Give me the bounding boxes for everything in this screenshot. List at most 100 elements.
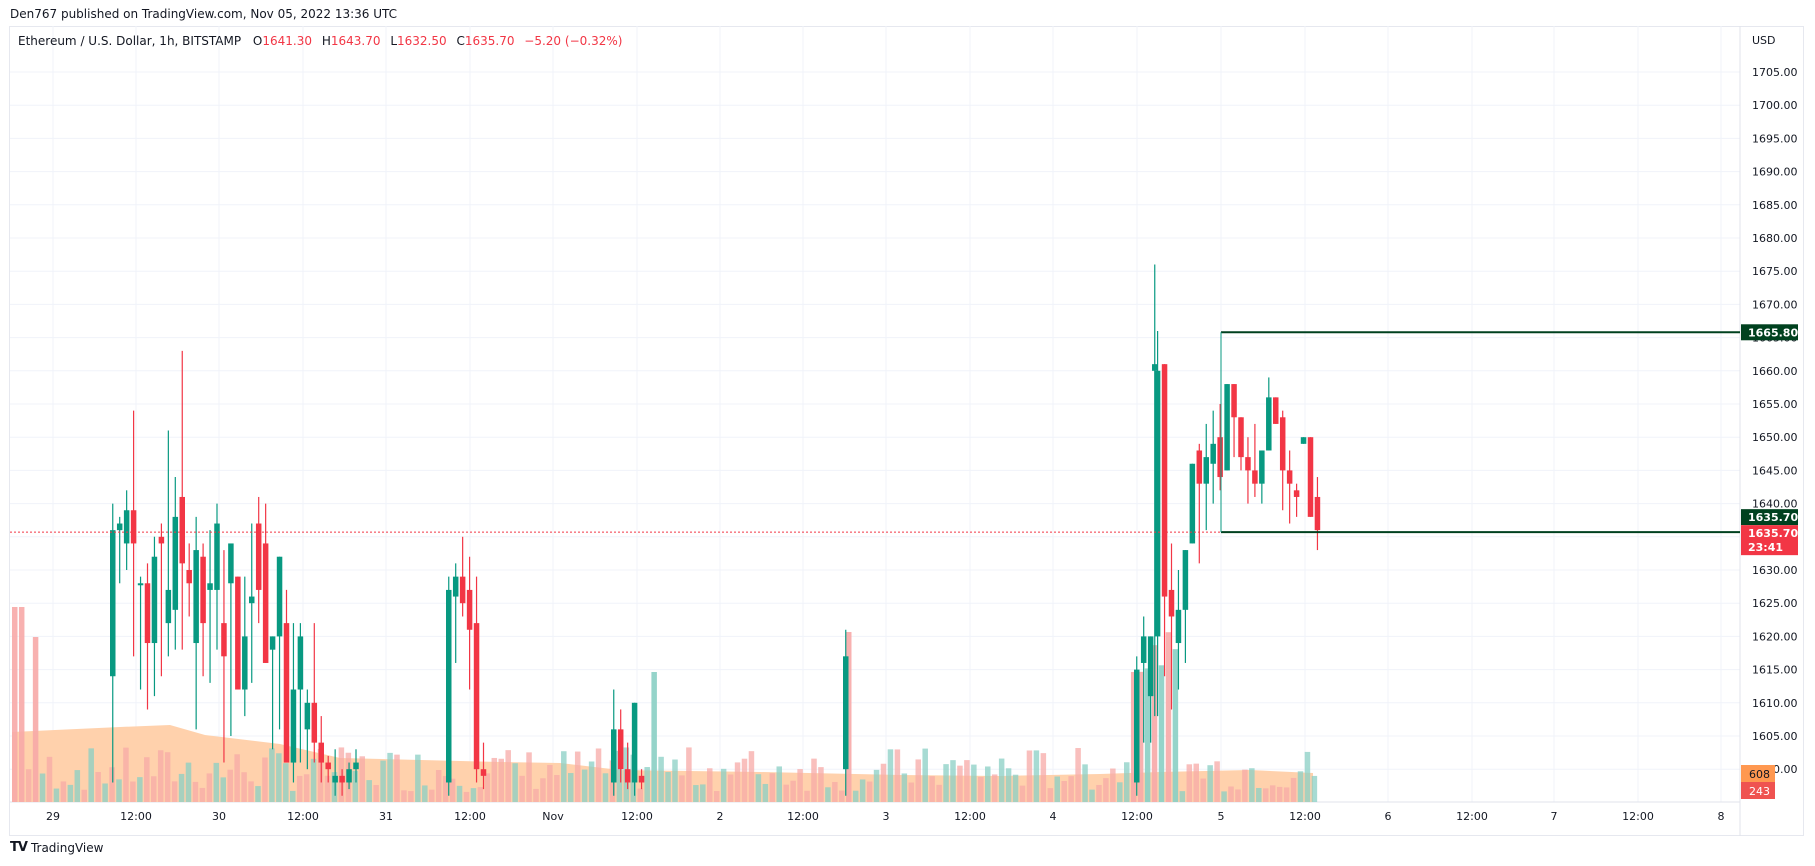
candle-body[interactable] [207,583,213,590]
candle-body[interactable] [1293,490,1300,497]
candle-body[interactable] [235,576,241,690]
candle-body[interactable] [325,762,331,770]
candle-body[interactable] [172,516,179,610]
candle-body[interactable] [638,775,645,783]
candle-body[interactable] [480,769,487,776]
candle-body[interactable] [1217,437,1223,478]
candle-body[interactable] [473,623,480,770]
candle-body[interactable] [116,523,123,531]
candle-body[interactable] [1196,450,1203,484]
candle-body[interactable] [631,702,638,783]
volume-bar [866,781,873,802]
candle-body[interactable] [151,556,158,644]
candle-body[interactable] [214,523,220,590]
candle-body[interactable] [221,623,227,657]
candle-body[interactable] [269,636,276,650]
candle-body[interactable] [137,583,144,586]
candle-body[interactable] [617,729,624,770]
candle-body[interactable] [304,702,311,730]
candle-body[interactable] [193,550,199,644]
volume-bar [1235,789,1241,802]
candle-body[interactable] [466,589,473,630]
candle-body[interactable] [1266,397,1272,451]
volume-bar [1005,768,1012,802]
candle-body[interactable] [1252,470,1258,484]
candle-body[interactable] [1134,669,1140,783]
candle-body[interactable] [843,656,849,770]
candle-body[interactable] [1203,457,1210,484]
candle-body[interactable] [276,556,283,637]
candle-body[interactable] [1189,463,1196,544]
candle-body[interactable] [228,543,234,584]
candle-body[interactable] [179,496,186,564]
candle-body[interactable] [1152,364,1158,371]
volume-bar [1026,750,1033,802]
candle-body[interactable] [255,523,262,590]
volume-bar [394,754,400,802]
candle-body[interactable] [123,510,130,544]
candle-body[interactable] [1279,417,1286,471]
candle-body[interactable] [1147,636,1154,697]
candle-body[interactable] [290,689,297,763]
candle-body[interactable] [1224,384,1230,471]
candle-body[interactable] [353,762,359,770]
candle-body[interactable] [1286,470,1293,484]
candle-body[interactable] [332,775,338,783]
candle-body[interactable] [297,636,304,690]
volume-bar [456,785,463,802]
candle-body[interactable] [242,636,248,690]
candle-body[interactable] [318,742,325,763]
candle-body[interactable] [186,570,192,584]
candle-body[interactable] [1273,397,1279,424]
candle-body[interactable] [283,623,290,763]
candle-body[interactable] [1182,550,1189,610]
volume-bar [74,770,81,802]
candle-body[interactable] [165,589,172,624]
candle-body[interactable] [1210,443,1216,464]
candle-body[interactable] [249,596,255,604]
volume-bar [985,766,991,802]
candle-body[interactable] [446,589,452,783]
candle-body[interactable] [611,729,617,783]
last-price-badge: 23:41 [1748,541,1783,554]
volume-bar [651,672,657,802]
candle-body[interactable] [262,543,269,663]
symbol-title[interactable]: Ethereum / U.S. Dollar, 1h, BITSTAMP [18,34,242,48]
candle-body[interactable] [624,769,631,783]
volume-bar [1256,787,1262,802]
time-tick-label: 12:00 [120,810,152,823]
candle-body[interactable] [1154,370,1161,637]
candle-body[interactable] [452,576,459,597]
candle-body[interactable] [311,702,318,743]
volume-bar [1082,764,1088,802]
candle-body[interactable] [339,775,345,783]
candle-body[interactable] [158,536,165,544]
candle-body[interactable] [144,583,151,644]
candle-body[interactable] [1259,450,1265,484]
candle-body[interactable] [1161,364,1168,597]
candle-body[interactable] [1314,496,1321,531]
candle-body[interactable] [346,769,352,783]
volume-bar [964,760,970,802]
candle-body[interactable] [1140,636,1147,663]
candle-body[interactable] [110,530,116,677]
candle-body[interactable] [1231,384,1237,418]
chart-frame [9,26,1804,836]
candle-body[interactable] [200,556,206,624]
volume-bar [741,758,748,802]
volume-bar [971,764,977,802]
candle-body[interactable] [1175,609,1182,644]
candle-body[interactable] [1245,457,1251,471]
candle-body[interactable] [459,576,466,604]
candle-body[interactable] [1307,437,1314,517]
candle-body[interactable] [1300,437,1307,444]
volume-bar [1200,778,1206,802]
candle-body[interactable] [1238,417,1244,458]
candle-body[interactable] [130,510,137,544]
candle-body[interactable] [1168,589,1175,617]
time-tick-label: 12:00 [454,810,486,823]
volume-bar [1117,782,1123,802]
volume-bar [978,776,984,802]
price-tick-label: 1630.00 [1752,564,1798,577]
